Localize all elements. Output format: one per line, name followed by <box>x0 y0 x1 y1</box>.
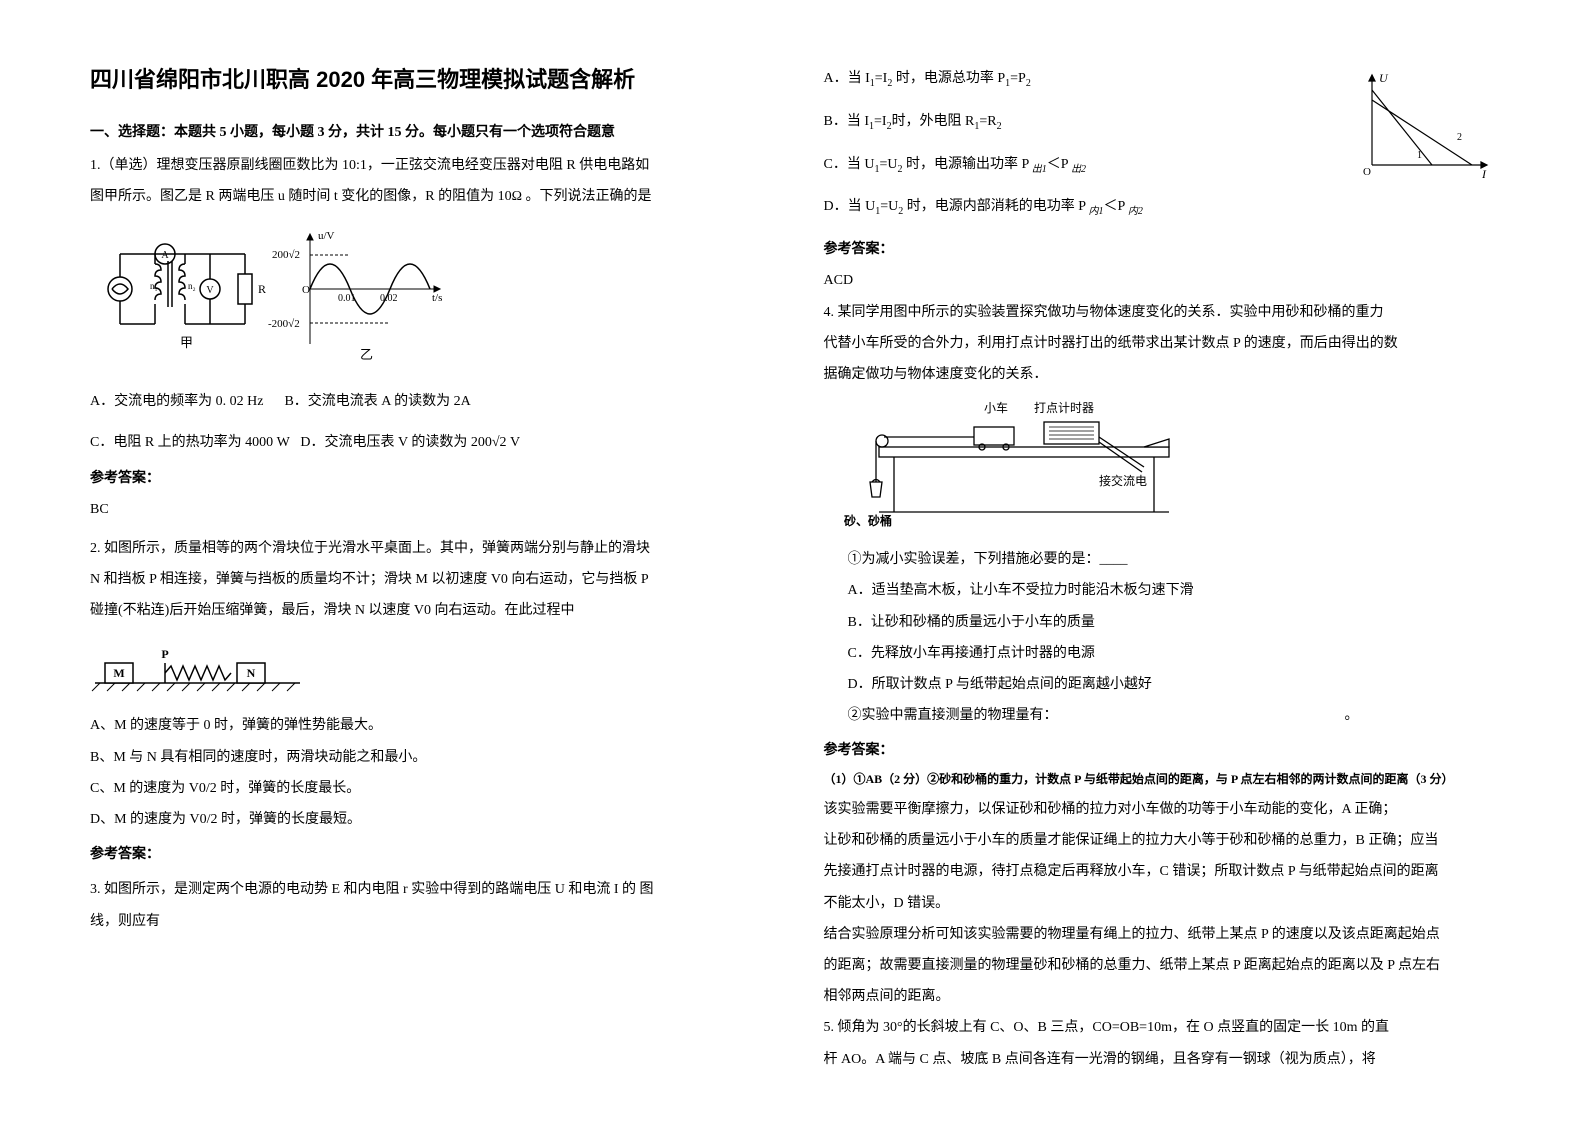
q4-exp7: 相邻两点间的距离。 <box>824 984 1498 1009</box>
svg-text:O: O <box>302 284 310 296</box>
q4-sub1-a: A．适当垫高木板，让小车不受拉力时能沿木板匀速下滑 <box>848 578 1498 603</box>
q4-exp5: 结合实验原理分析可知该实验需要的物理量有绳上的拉力、纸带上某点 P 的速度以及该… <box>824 922 1498 947</box>
svg-text:R: R <box>258 282 266 296</box>
q5-stem-line2: 杆 AO。A 端与 C 点、坡底 B 点间各连有一光滑的钢绳，且各穿有一钢球（视… <box>824 1047 1498 1072</box>
svg-text:接交流电: 接交流电 <box>1099 473 1147 488</box>
q3-stem-line1: 3. 如图所示，是测定两个电源的电动势 E 和内电阻 r 实验中得到的路端电压 … <box>90 877 764 902</box>
svg-text:2: 2 <box>1457 132 1462 143</box>
q4-exp3: 先接通打点计时器的电源，待打点稳定后再释放小车，C 错误；所取计数点 P 与纸带… <box>824 859 1498 884</box>
q1-answer: BC <box>90 497 764 522</box>
q2-stem-line2: N 和挡板 P 相连接，弹簧与挡板的质量均不计；滑块 M 以初速度 V0 向右运… <box>90 567 764 592</box>
svg-text:0.01: 0.01 <box>338 293 356 304</box>
q4-exp4: 不能太小，D 错误。 <box>824 891 1498 916</box>
q5-stem-line1: 5. 倾角为 30°的长斜坡上有 C、O、B 三点，CO=OB=10m，在 O … <box>824 1015 1498 1040</box>
svg-text:砂、砂桶: 砂、砂桶 <box>843 513 892 528</box>
q4-exp1: 该实验需要平衡摩擦力，以保证砂和砂桶的拉力对小车做的功等于小车动能的变化，A 正… <box>824 797 1498 822</box>
q4-sub1-b: B．让砂和砂桶的质量远小于小车的质量 <box>848 610 1498 635</box>
svg-text:V: V <box>206 285 214 296</box>
svg-text:u/V: u/V <box>318 230 335 242</box>
svg-text:-200√2: -200√2 <box>268 318 300 330</box>
q1-opt-c: C．电阻 R 上的热功率为 4000 W <box>90 435 290 450</box>
svg-text:A: A <box>161 250 169 261</box>
q2-opt-c: C、M 的速度为 V0/2 时，弹簧的长度最长。 <box>90 776 764 801</box>
q2-opt-b: B、M 与 N 具有相同的速度时，两滑块动能之和最小。 <box>90 745 764 770</box>
svg-text:N: N <box>247 666 256 680</box>
q1-options-cd: C．电阻 R 上的热功率为 4000 W D．交流电压表 V 的读数为 200√… <box>90 430 764 455</box>
q2-answer-label: 参考答案： <box>90 842 764 867</box>
q1-opt-b: B．交流电流表 A 的读数为 2A <box>284 394 470 409</box>
svg-text:n₁: n₁ <box>150 281 158 291</box>
q4-sub1: ①为减小实验误差，下列措施必要的是：____ <box>848 547 1498 572</box>
section-a-heading: 一、选择题：本题共 5 小题，每小题 3 分，共计 15 分。每小题只有一个选项… <box>90 120 764 145</box>
q3-answer: ACD <box>824 268 1498 293</box>
q4-figure: 小车 打点计时器 <box>824 397 1498 537</box>
q4-answer-lead: （1）①AB（2 分）②砂和砂桶的重力，计数点 P 与纸带起始点间的距离，与 P… <box>824 769 1498 791</box>
fig-jia-label: 甲 <box>180 335 193 350</box>
q4-sub2: ②实验中需直接测量的物理量有： 。 <box>848 703 1498 728</box>
svg-text:O: O <box>1363 166 1371 178</box>
q2-figure: M P N <box>90 633 764 703</box>
svg-text:打点计时器: 打点计时器 <box>1034 401 1094 415</box>
q1-stem-line1: 1.（单选）理想变压器原副线圈匝数比为 10:1，一正弦交流电经变压器对电阻 R… <box>90 153 764 178</box>
q4-sub1-c: C．先释放小车再接通打点计时器的电源 <box>848 641 1498 666</box>
svg-text:n₂: n₂ <box>188 281 196 291</box>
q2-opt-a: A、M 的速度等于 0 时，弹簧的弹性势能最大。 <box>90 713 764 738</box>
q4-stem-line3: 据确定做功与物体速度变化的关系． <box>824 362 1498 387</box>
svg-text:t/s: t/s <box>432 292 442 304</box>
svg-text:I: I <box>1481 167 1487 180</box>
q2-stem-line3: 碰撞(不粘连)后开始压缩弹簧，最后，滑块 N 以速度 V0 向右运动。在此过程中 <box>90 598 764 623</box>
q3-opt-a: A．当 I1=I2 时，电源总功率 P1=P2 <box>824 66 1338 93</box>
q3-answer-label: 参考答案： <box>824 237 1498 262</box>
svg-text:200√2: 200√2 <box>272 249 300 261</box>
svg-text:小车: 小车 <box>984 400 1008 415</box>
q2-stem-line1: 2. 如图所示，质量相等的两个滑块位于光滑水平桌面上。其中，弹簧两端分别与静止的… <box>90 536 764 561</box>
q1-stem-line2: 图甲所示。图乙是 R 两端电压 u 随时间 t 变化的图像，R 的阻值为 10Ω… <box>90 184 764 209</box>
fig-yi-label: 乙 <box>360 347 373 362</box>
q1-options-ab: A．交流电的频率为 0. 02 Hz B．交流电流表 A 的读数为 2A <box>90 389 764 414</box>
svg-text:M: M <box>113 666 124 680</box>
q1-opt-d: D．交流电压表 V 的读数为 200√2 V <box>300 435 520 450</box>
svg-text:U: U <box>1379 71 1389 85</box>
q3-opt-d: D．当 U1=U2 时，电源内部消耗的电功率 P 内1＜P 内2 <box>824 194 1338 221</box>
q1-answer-label: 参考答案： <box>90 466 764 491</box>
q3-stem-line2: 线，则应有 <box>90 909 764 934</box>
svg-text:0.02: 0.02 <box>380 293 398 304</box>
q3-opt-c: C．当 U1=U2 时，电源输出功率 P 出1＜P 出2 <box>824 152 1338 179</box>
q2-opt-d: D、M 的速度为 V0/2 时，弹簧的长度最短。 <box>90 807 764 832</box>
q4-sub1-d: D．所取计数点 P 与纸带起始点间的距离越小越好 <box>848 672 1498 697</box>
q4-stem-line1: 4. 某同学用图中所示的实验装置探究做功与物体速度变化的关系．实验中用砂和砂桶的… <box>824 300 1498 325</box>
q3-opt-b: B．当 I1=I2时，外电阻 R1=R2 <box>824 109 1338 136</box>
q4-stem-line2: 代替小车所受的合外力，利用打点计时器打出的纸带求出某计数点 P 的速度，而后由得… <box>824 331 1498 356</box>
q1-figure: A n₁ n₂ V <box>90 219 764 379</box>
q1-opt-a: A．交流电的频率为 0. 02 Hz <box>90 394 263 409</box>
q4-answer-label: 参考答案： <box>824 738 1498 763</box>
svg-text:1: 1 <box>1417 150 1422 161</box>
q4-exp2: 让砂和砂桶的质量远小于小车的质量才能保证绳上的拉力大小等于砂和砂桶的总重力，B … <box>824 828 1498 853</box>
page-title: 四川省绵阳市北川职高 2020 年高三物理模拟试题含解析 <box>90 60 764 100</box>
q3-figure: U I O 1 2 <box>1357 70 1497 217</box>
svg-text:P: P <box>161 647 168 661</box>
q4-exp6: 的距离；故需要直接测量的物理量砂和砂桶的总重力、纸带上某点 P 距离起始点的距离… <box>824 953 1498 978</box>
